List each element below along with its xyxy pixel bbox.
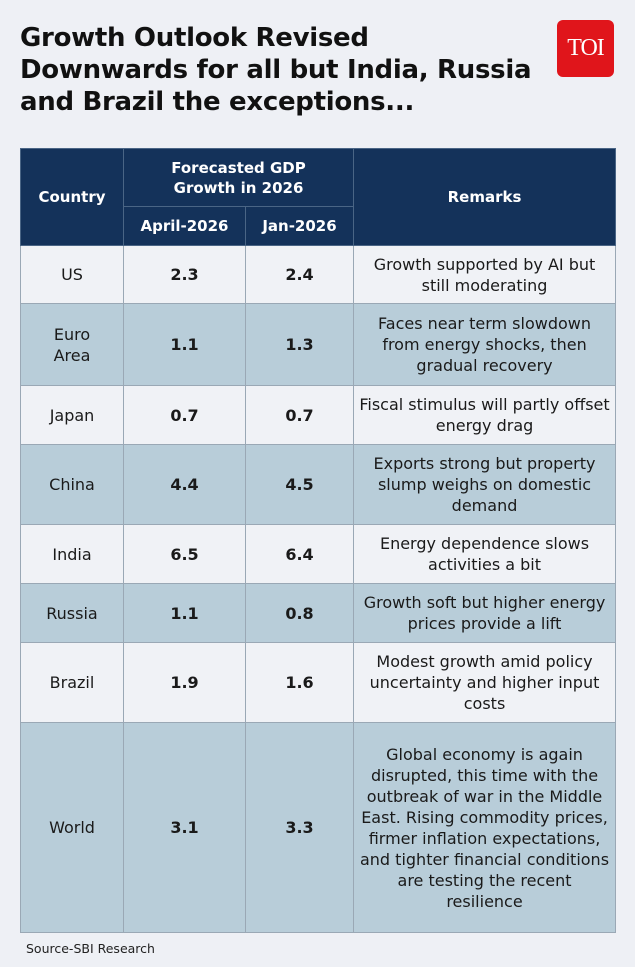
country-cell: US (20, 245, 124, 304)
table-row: Euro Area 1.1 1.3 Faces near term slowdown … (20, 303, 617, 386)
april-value: 6.5 (123, 524, 246, 584)
april-value: 1.9 (123, 642, 246, 723)
remarks-cell: Energy dependence slows activities a bit (353, 524, 617, 584)
jan-value: 0.7 (244, 385, 355, 445)
table-row: Japan 0.7 0.7 Fiscal stimulus will partly o… (20, 385, 617, 445)
table-row: India 6.5 6.4 Energy dependence slows activ… (20, 524, 617, 584)
header-jan: Jan-2026 (244, 206, 355, 246)
april-value: 1.1 (123, 303, 246, 386)
table-row: Russia 1.1 0.8 Growth soft but higher energ… (20, 583, 617, 643)
remarks-cell: Exports strong but property slump weighs… (353, 444, 617, 525)
jan-value: 1.6 (244, 642, 355, 723)
toi-logo: TOI (557, 20, 614, 77)
remarks-cell: Fiscal stimulus will partly offset energ… (353, 385, 617, 445)
april-value: 3.1 (123, 722, 246, 933)
jan-value: 1.3 (244, 303, 355, 386)
april-value: 1.1 (123, 583, 246, 643)
source-note: Source-SBI Research (26, 941, 155, 956)
april-value: 0.7 (123, 385, 246, 445)
header-april: April-2026 (123, 206, 246, 246)
remarks-cell: Global economy is again disrupted, this … (353, 722, 617, 933)
country-cell: India (20, 524, 124, 584)
april-value: 2.3 (123, 245, 246, 304)
country-cell: China (20, 444, 124, 525)
table-row: Brazil 1.9 1.6 Modest growth amid policy un… (20, 642, 617, 723)
remarks-cell: Faces near term slowdown from energy sho… (353, 303, 617, 386)
country-cell: Euro Area (20, 303, 124, 386)
country-cell: Russia (20, 583, 124, 643)
table-row: US 2.3 2.4 Growth supported by AI but still… (20, 245, 617, 304)
page-title: Growth Outlook Revised Downwards for all… (20, 23, 532, 117)
country-cell: Brazil (20, 642, 124, 723)
jan-value: 2.4 (244, 245, 355, 304)
jan-value: 6.4 (244, 524, 355, 584)
jan-value: 3.3 (244, 722, 355, 933)
jan-value: 4.5 (244, 444, 355, 525)
header-remarks: Remarks (353, 148, 617, 246)
header-forecast: Forecasted GDP Growth in 2026 (122, 148, 355, 207)
country-cell: World (20, 722, 124, 933)
gdp-table: Country Forecasted GDP Growth in 2026 Re… (20, 148, 617, 933)
remarks-cell: Growth supported by AI but still moderat… (353, 245, 617, 304)
april-value: 4.4 (123, 444, 246, 525)
remarks-cell: Modest growth amid policy uncertainty an… (353, 642, 617, 723)
header-country: Country (20, 148, 124, 246)
table-row: China 4.4 4.5 Exports strong but property s… (20, 444, 617, 525)
country-cell: Japan (20, 385, 124, 445)
table-row: World 3.1 3.3 Global economy is again disru… (20, 722, 617, 933)
jan-value: 0.8 (244, 583, 355, 643)
remarks-cell: Growth soft but higher energy prices pro… (353, 583, 617, 643)
